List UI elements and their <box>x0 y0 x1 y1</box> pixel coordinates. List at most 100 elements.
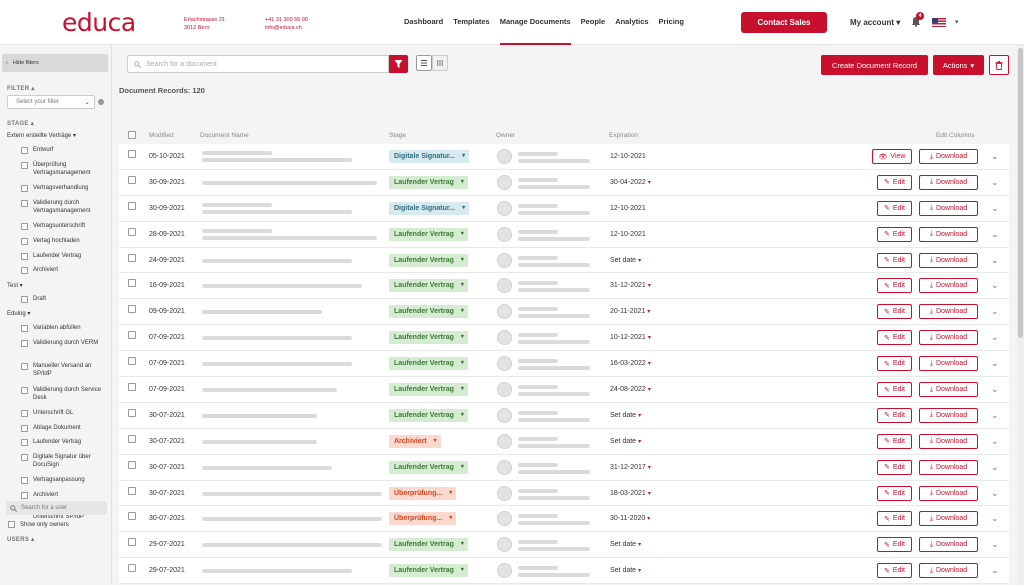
checkbox[interactable] <box>21 325 28 332</box>
row-checkbox[interactable] <box>128 460 136 469</box>
grid-view-toggle[interactable] <box>432 55 448 71</box>
table-row[interactable]: 28-09-2021 Laufender Vertrag 12-10-2021 … <box>119 221 1009 248</box>
download-button[interactable]: ⤓ Download <box>919 459 978 475</box>
edit-button[interactable]: ✎ Edit <box>877 382 912 398</box>
row-checkbox[interactable] <box>128 383 136 392</box>
hide-filters-button[interactable]: ‹ Hide filters <box>2 54 108 72</box>
chevron-down-icon[interactable]: ⌄ <box>991 409 999 420</box>
edit-button[interactable]: ✎ Edit <box>877 200 912 216</box>
stage-checkbox[interactable]: Vertragsverhandlung <box>21 185 105 193</box>
expiration-date[interactable]: 24-08-2022 ▾ <box>610 386 651 393</box>
stage-checkbox[interactable]: Vertag hochladen <box>21 238 105 246</box>
chevron-down-icon[interactable]: ⌄ <box>991 487 999 498</box>
checkbox[interactable] <box>21 162 28 169</box>
user-search-input[interactable]: Search for a user <box>6 501 107 515</box>
stage-section-label[interactable]: STAGE ▴ <box>7 121 35 127</box>
table-row[interactable]: 07-09-2021 Laufender Vertrag 10-12-2021▾… <box>119 325 1009 352</box>
checkbox[interactable] <box>21 425 28 432</box>
scrollbar-thumb[interactable] <box>1018 48 1023 338</box>
expiration-date[interactable]: 30-04-2022 ▾ <box>610 179 651 186</box>
stage-badge[interactable]: Laufender Vertrag <box>389 408 468 422</box>
table-row[interactable]: 24-09-2021 Laufender Vertrag Set date▾ ✎… <box>119 247 1009 274</box>
table-row[interactable]: 07-09-2021 Laufender Vertrag 24-08-2022▾… <box>119 377 1009 403</box>
expiration-date[interactable]: Set date ▾ <box>610 567 641 574</box>
stage-badge[interactable]: Laufender Vertrag <box>389 253 468 267</box>
checkbox[interactable] <box>21 363 28 370</box>
checkbox[interactable] <box>21 147 28 154</box>
chevron-down-icon[interactable]: ⌄ <box>991 228 999 239</box>
row-checkbox[interactable] <box>128 201 136 210</box>
expiration-date[interactable]: 30-11-2020 ▾ <box>610 515 650 522</box>
edit-button[interactable]: ✎ Edit <box>877 252 912 268</box>
filter-select[interactable]: Select your filter ⌄ <box>7 95 95 109</box>
table-row[interactable]: 16-09-2021 Laufender Vertrag 31-12-2021▾… <box>119 273 1009 300</box>
edit-button[interactable]: ✎ Edit <box>877 356 912 372</box>
download-button[interactable]: ⤓ Download <box>919 537 978 553</box>
contact-sales-button[interactable]: Contact Sales <box>741 12 827 33</box>
col-owner[interactable]: Owner <box>496 132 516 139</box>
chevron-down-icon[interactable]: ⌄ <box>991 202 999 213</box>
edit-button[interactable]: ✎ Edit <box>877 278 912 294</box>
educa-logo[interactable]: educa <box>62 8 136 37</box>
us-flag-icon[interactable] <box>932 18 946 27</box>
col-modified[interactable]: Modified <box>149 132 174 139</box>
download-button[interactable]: ⤓ Download <box>919 226 978 242</box>
stage-badge[interactable]: Laufender Vertrag <box>389 357 468 371</box>
chevron-down-icon[interactable]: ⌄ <box>991 539 999 550</box>
row-checkbox[interactable] <box>128 564 136 573</box>
download-button[interactable]: ⤓ Download <box>919 563 978 579</box>
download-button[interactable]: ⤓ Download <box>919 382 978 398</box>
table-row[interactable]: 30-07-2021 Laufender Vertrag 31-12-2017▾… <box>119 454 1009 481</box>
checkbox[interactable] <box>21 267 28 274</box>
row-checkbox[interactable] <box>128 538 136 547</box>
stage-checkbox[interactable]: Validierung durch Vertragsmanagement <box>21 200 105 215</box>
row-checkbox[interactable] <box>128 279 136 288</box>
stage-checkbox[interactable]: Archiviert <box>21 267 105 275</box>
checkbox[interactable] <box>21 200 28 207</box>
stage-checkbox[interactable]: Vertragsanpassung <box>21 477 105 485</box>
stage-badge[interactable]: Überprüfung... <box>389 512 457 526</box>
chevron-down-icon[interactable]: ⌄ <box>991 176 999 187</box>
checkbox[interactable] <box>21 454 28 461</box>
table-row[interactable]: 05-10-2021 Digitale Signatur... 12-10-20… <box>119 144 1009 170</box>
download-button[interactable]: ⤓ Download <box>919 149 978 164</box>
row-checkbox[interactable] <box>128 305 136 314</box>
stage-badge[interactable]: Digitale Signatur... <box>389 201 470 215</box>
edit-button[interactable]: ✎ Edit <box>877 563 912 579</box>
checkbox[interactable] <box>21 410 28 417</box>
stage-checkbox[interactable]: Draft <box>21 296 105 304</box>
chevron-down-icon[interactable]: ⌄ <box>991 306 999 317</box>
table-row[interactable]: 30-09-2021 Laufender Vertrag 30-04-2022▾… <box>119 169 1009 196</box>
expiration-date[interactable]: Set date ▾ <box>610 541 641 548</box>
stage-badge[interactable]: Laufender Vertrag <box>389 538 468 552</box>
expiration-date[interactable]: 31-12-2021 ▾ <box>610 282 651 289</box>
stage-checkbox[interactable]: Unterschrift GL <box>21 410 105 418</box>
filter-section-label[interactable]: FILTER ▴ <box>7 86 35 92</box>
expiration-date[interactable]: 16-03-2022 ▾ <box>610 360 651 367</box>
actions-button[interactable]: Actions ▾ <box>933 55 984 75</box>
col-stage[interactable]: Stage <box>389 132 406 139</box>
table-row[interactable]: 09-09-2021 Laufender Vertrag 20-11-2021▾… <box>119 299 1009 326</box>
filter-button[interactable] <box>389 55 408 73</box>
chevron-down-icon[interactable]: ⌄ <box>991 280 999 291</box>
expiration-date[interactable]: 18-03-2021 ▾ <box>610 490 651 497</box>
stage-checkbox[interactable]: Archiviert <box>21 492 105 500</box>
download-button[interactable]: ⤓ Download <box>919 407 978 423</box>
edit-button[interactable]: ✎ Edit <box>877 459 912 475</box>
chevron-down-icon[interactable]: ⌄ <box>991 151 999 161</box>
nav-people[interactable]: People <box>580 17 606 26</box>
stage-badge[interactable]: Laufender Vertrag <box>389 279 468 293</box>
stage-badge[interactable]: Laufender Vertrag <box>389 305 468 319</box>
checkbox[interactable] <box>21 253 28 260</box>
download-button[interactable]: ⤓ Download <box>919 200 978 216</box>
checkbox[interactable] <box>21 439 28 446</box>
nav-dashboard[interactable]: Dashboard <box>404 17 444 26</box>
edit-button[interactable]: ✎ Edit <box>877 433 912 449</box>
select-all-checkbox[interactable] <box>128 131 136 139</box>
group-extern-label[interactable]: Extern erstellte Verträge ▾ <box>7 133 77 139</box>
edit-button[interactable]: ✎ Edit <box>877 537 912 553</box>
table-row[interactable]: 30-07-2021 Laufender Vertrag Set date▾ ✎… <box>119 402 1009 429</box>
edit-button[interactable]: ✎ Edit <box>877 304 912 320</box>
checkbox[interactable] <box>21 477 28 484</box>
stage-badge[interactable]: Laufender Vertrag <box>389 564 468 578</box>
